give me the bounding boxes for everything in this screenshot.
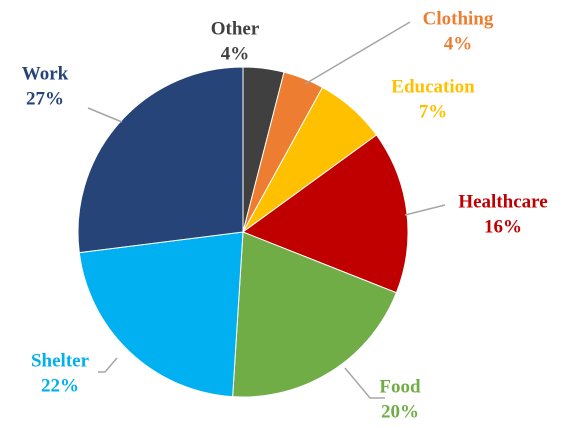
- pie-slice: [78, 231, 244, 398]
- pie-slice: [77, 66, 244, 254]
- pie-slice: [232, 231, 398, 398]
- category-label: Shelter: [31, 350, 90, 371]
- category-label: Clothing: [423, 8, 494, 29]
- category-label: Education: [391, 76, 475, 97]
- value-label: 7%: [419, 101, 448, 122]
- category-label: Healthcare: [458, 191, 547, 212]
- category-label: Work: [22, 63, 69, 84]
- leader-line: [304, 21, 411, 85]
- value-label: 4%: [444, 33, 473, 54]
- leader-line: [344, 367, 385, 399]
- leader-line: [404, 204, 446, 216]
- category-label: Other: [211, 18, 260, 39]
- value-label: 16%: [484, 216, 522, 237]
- leader-line: [87, 107, 123, 123]
- value-label: 27%: [26, 88, 64, 109]
- value-label: 22%: [41, 375, 79, 396]
- value-label: 4%: [221, 43, 250, 64]
- value-label: 20%: [381, 401, 419, 422]
- category-label: Food: [379, 376, 421, 397]
- pie-slice: [241, 134, 409, 294]
- leader-line: [98, 357, 118, 373]
